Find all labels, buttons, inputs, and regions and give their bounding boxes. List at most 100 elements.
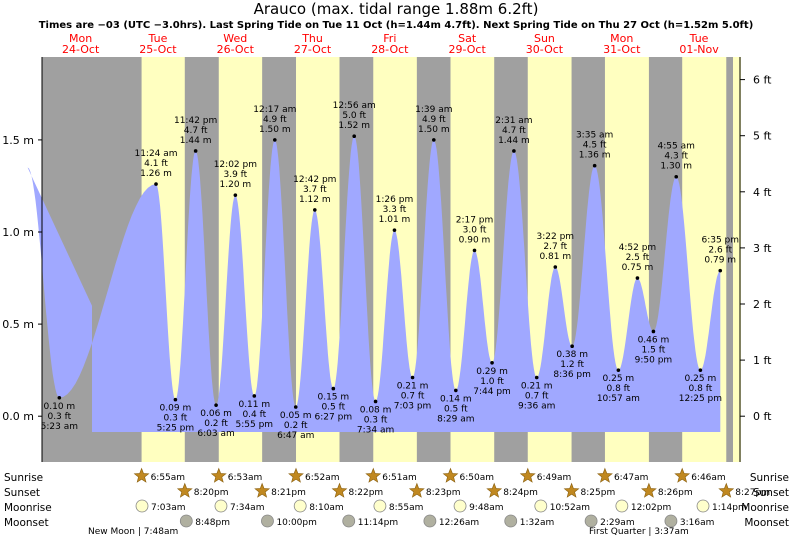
low-tide-label: 0.5 ft [321, 403, 345, 413]
low-tide-label: 0.21 m [521, 382, 553, 392]
moonset-time: 8:48pm [195, 518, 230, 528]
high-tide-label: 1.36 m [579, 151, 611, 161]
high-tide-label: 1.44 m [180, 136, 212, 146]
low-tide-label: 0.46 m [638, 335, 670, 345]
tide-point [410, 375, 415, 380]
low-tide-label: 0.29 m [476, 367, 508, 377]
moonset-icon [342, 514, 356, 528]
moonrise-icon [696, 499, 710, 513]
tide-point [698, 368, 703, 372]
high-tide-label: 2.7 ft [543, 242, 567, 252]
tide-point [57, 395, 62, 400]
high-tide-label: 1:39 am [415, 105, 452, 115]
astro-events: 6:55am 6:53am 6:52am 6:51am 6:50am 6:49am 6:47… [88, 467, 770, 537]
right-axis-tick-label: 6 ft [753, 74, 772, 87]
sunset-icon [486, 482, 503, 498]
moonrise-time: 7:34am [230, 503, 265, 513]
sunrise-icon [365, 467, 382, 483]
high-tide-label: 1.52 m [338, 121, 370, 131]
moonrise-time: 8:55am [389, 503, 424, 513]
sunrise-icon [210, 467, 227, 483]
moonset-time: 3:16am [680, 518, 715, 528]
high-tide-label: 2.6 ft [708, 246, 732, 256]
astro-row-labels-left: Sunrise Sunset Moonrise Moonset [4, 472, 52, 529]
high-tide-label: 12:17 am [253, 105, 296, 115]
high-tide-label: 12:02 pm [214, 160, 257, 170]
low-tide-label: 7:03 pm [394, 402, 432, 412]
sunset-icon [331, 482, 348, 498]
tide-point [352, 134, 357, 139]
sunrise-time: 6:52am [305, 473, 340, 483]
high-tide-label: 4.7 ft [184, 126, 208, 136]
high-tide-label: 0.79 m [704, 256, 736, 266]
tide-point [214, 403, 218, 407]
moonrise-time: 9:48am [469, 503, 504, 513]
day-name: Mon [610, 32, 633, 45]
sunrise-icon [442, 467, 459, 483]
sunset-time: 8:24pm [503, 488, 538, 498]
day-name: Tue [689, 32, 709, 45]
left-axis-tick-label: 1.5 m [2, 134, 34, 147]
moonrise-time: 8:10am [309, 503, 344, 513]
right-axis-tick-label: 4 ft [753, 186, 772, 199]
tide-area [27, 136, 721, 432]
tide-point [490, 360, 494, 365]
moonset-icon [584, 514, 598, 528]
tide-point [233, 193, 238, 197]
high-tide-label: 4.9 ft [422, 115, 446, 125]
high-tide-label: 2:17 pm [456, 215, 494, 225]
high-tide-label: 12:56 am [333, 101, 376, 111]
sunrise-time: 6:55am [151, 473, 186, 483]
moonrise-icon [615, 499, 629, 513]
day-name: Thu [301, 32, 323, 45]
moonset-label-right: Moonset [744, 517, 789, 529]
moon-phase-new: New Moon | 7:48am [88, 527, 178, 537]
low-tide-label: 12:25 pm [679, 394, 722, 404]
day-name: Sat [458, 32, 477, 45]
moonset-label-left: Moonset [4, 517, 49, 529]
day-name: Sun [534, 32, 555, 45]
high-tide-label: 1.01 m [379, 215, 411, 225]
astro-row-labels-right: Sunrise Sunset Moonrise Moonset [741, 472, 789, 529]
sunrise-icon [674, 467, 691, 483]
right-axis-tick-label: 0 ft [753, 410, 772, 423]
moonset-time: 2:29am [600, 518, 635, 528]
right-axis-tick-label: 3 ft [753, 242, 772, 255]
low-tide-label: 9:50 pm [635, 355, 673, 365]
day-name: Fri [383, 32, 396, 45]
high-tide-label: 4.3 ft [664, 152, 688, 162]
tide-point [553, 265, 558, 269]
high-tide-label: 2:31 am [495, 116, 532, 126]
high-tide-label: 11:42 pm [174, 116, 217, 126]
daylight-band-edge [733, 57, 741, 462]
moonrise-label-right: Moonrise [741, 502, 789, 514]
low-tide-label: 0.09 m [160, 404, 192, 414]
high-tide-label: 4:55 am [658, 142, 695, 152]
low-tide-label: 0.2 ft [284, 421, 308, 431]
left-axis-tick-label: 0.5 m [2, 318, 34, 331]
low-tide-label: 0.21 m [397, 382, 429, 392]
high-tide-label: 4.5 ft [583, 141, 607, 151]
day-date: 31-Oct [603, 43, 641, 56]
day-name: Tue [148, 32, 168, 45]
sunset-time: 8:27pm [735, 488, 770, 498]
tide-point [570, 344, 574, 349]
tide-point [392, 228, 397, 232]
low-tide-label: 8:36 pm [553, 370, 591, 380]
moonrise-icon [453, 499, 467, 513]
low-tide-label: 0.7 ft [525, 392, 549, 402]
day-date: 01-Nov [679, 43, 719, 56]
sunset-time: 8:25pm [581, 488, 616, 498]
low-tide-label: 5:25 pm [157, 424, 195, 434]
sunset-icon [641, 482, 657, 498]
day-name: Wed [223, 32, 247, 45]
sunset-label-left: Sunset [4, 487, 40, 499]
moonrise-time: 10:52am [550, 503, 590, 513]
low-tide-label: 0.25 m [603, 374, 635, 384]
sunrise-time: 6:49am [537, 473, 572, 483]
sunset-time: 8:23pm [426, 488, 461, 498]
high-tide-label: 6:35 pm [701, 236, 739, 246]
high-tide-label: 3.7 ft [303, 185, 327, 195]
moonset-time: 10:00pm [276, 518, 316, 528]
